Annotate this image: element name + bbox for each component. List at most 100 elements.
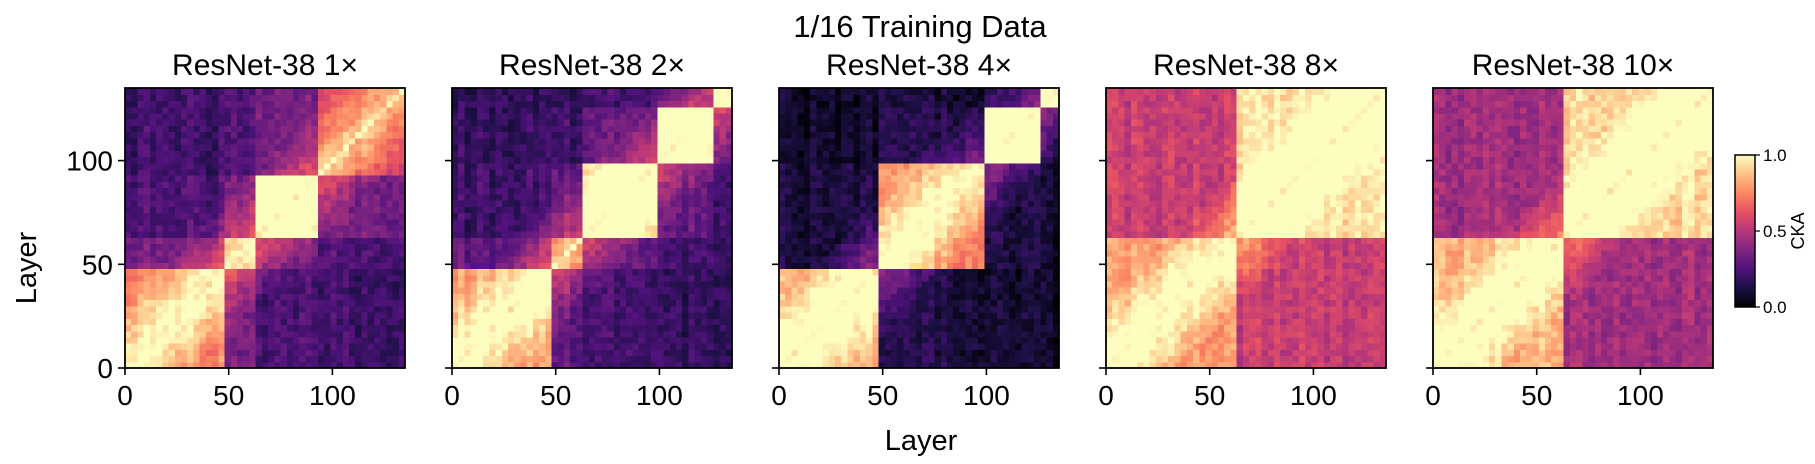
heatmap-cell bbox=[707, 119, 714, 126]
heatmap-cell bbox=[237, 156, 244, 164]
heatmap-cell bbox=[595, 355, 602, 363]
heatmap-cell bbox=[131, 287, 139, 294]
heatmap-cell bbox=[526, 181, 534, 189]
heatmap-cell bbox=[551, 144, 559, 151]
heatmap-cell bbox=[576, 361, 584, 369]
heatmap-cell bbox=[380, 212, 387, 220]
heatmap-cell bbox=[626, 268, 634, 276]
heatmap-cell bbox=[243, 156, 251, 164]
heatmap-cell bbox=[224, 343, 232, 350]
heatmap-cell bbox=[452, 280, 459, 288]
heatmap-cell bbox=[891, 88, 898, 95]
heatmap-cell bbox=[785, 137, 793, 145]
heatmap-cell bbox=[489, 88, 497, 95]
heatmap-cell bbox=[224, 224, 232, 232]
heatmap-cell bbox=[255, 361, 263, 369]
heatmap-cell bbox=[508, 112, 515, 120]
heatmap-cell bbox=[785, 287, 793, 294]
heatmap-cell bbox=[380, 181, 387, 189]
heatmap-cell bbox=[520, 324, 528, 332]
heatmap-cell bbox=[386, 299, 394, 307]
heatmap-cell bbox=[476, 100, 484, 108]
heatmap-cell bbox=[822, 287, 830, 294]
heatmap-cell bbox=[168, 212, 176, 220]
heatmap-cell bbox=[199, 181, 207, 189]
heatmap-cell bbox=[582, 224, 590, 232]
heatmap-cell bbox=[205, 106, 213, 114]
heatmap-cell bbox=[785, 318, 793, 326]
heatmap-cell bbox=[193, 224, 201, 232]
heatmap-cell bbox=[224, 274, 232, 282]
heatmap-cell bbox=[816, 330, 824, 338]
heatmap-cell bbox=[626, 131, 634, 139]
heatmap-cell bbox=[199, 256, 207, 263]
heatmap-cell bbox=[268, 181, 275, 189]
heatmap-cell bbox=[791, 162, 799, 170]
heatmap-cell bbox=[632, 175, 640, 182]
heatmap-cell bbox=[324, 355, 331, 363]
heatmap-cell bbox=[897, 318, 905, 326]
heatmap-cell bbox=[156, 156, 163, 164]
heatmap-cell bbox=[803, 112, 811, 120]
heatmap-cell bbox=[274, 299, 282, 307]
heatmap-cell bbox=[700, 274, 708, 282]
heatmap-cell bbox=[803, 88, 811, 95]
heatmap-cell bbox=[613, 268, 621, 276]
heatmap-cell bbox=[526, 218, 534, 226]
heatmap-cell bbox=[464, 343, 472, 350]
heatmap-cell bbox=[694, 262, 702, 270]
heatmap-cell bbox=[514, 343, 522, 350]
heatmap-cell bbox=[470, 256, 478, 263]
heatmap-cell bbox=[520, 125, 528, 133]
heatmap-cell bbox=[582, 274, 590, 282]
heatmap-cell bbox=[713, 343, 721, 350]
heatmap-cell bbox=[470, 268, 478, 276]
heatmap-cell bbox=[205, 119, 213, 126]
heatmap-cell bbox=[872, 280, 880, 288]
heatmap-cell bbox=[797, 274, 805, 282]
heatmap-cell bbox=[576, 168, 584, 176]
heatmap-cell bbox=[676, 349, 683, 357]
heatmap-cell bbox=[613, 249, 621, 257]
heatmap-cell bbox=[143, 88, 151, 95]
heatmap-cell bbox=[205, 88, 213, 95]
heatmap-cell bbox=[694, 268, 702, 276]
heatmap-cell bbox=[570, 343, 578, 350]
heatmap-cell bbox=[205, 181, 213, 189]
heatmap-cell bbox=[520, 162, 528, 170]
heatmap-cell bbox=[853, 280, 861, 288]
heatmap-cell bbox=[149, 231, 157, 238]
heatmap-cell bbox=[470, 168, 478, 176]
heatmap-cell bbox=[193, 256, 201, 263]
heatmap-cell bbox=[657, 224, 665, 232]
heatmap-cell bbox=[872, 262, 880, 270]
heatmap-cell bbox=[835, 280, 842, 288]
heatmap-cell bbox=[237, 94, 244, 102]
heatmap-cell bbox=[588, 324, 596, 332]
heatmap-cell bbox=[810, 336, 817, 344]
heatmap-cell bbox=[551, 274, 559, 282]
heatmap-cell bbox=[489, 206, 497, 214]
heatmap-cell bbox=[324, 212, 331, 220]
heatmap-cell bbox=[386, 274, 394, 282]
heatmap-cell bbox=[700, 156, 708, 164]
heatmap-cell bbox=[791, 361, 799, 369]
heatmap-cell bbox=[261, 200, 269, 207]
heatmap-cell bbox=[464, 112, 472, 120]
heatmap-cell bbox=[613, 144, 621, 151]
heatmap-cell bbox=[601, 156, 609, 164]
heatmap-cell bbox=[644, 106, 652, 114]
heatmap-cell bbox=[859, 131, 867, 139]
heatmap-cell bbox=[557, 125, 565, 133]
heatmap-cell bbox=[205, 131, 213, 139]
heatmap-cell bbox=[576, 106, 584, 114]
heatmap-cell bbox=[700, 168, 708, 176]
heatmap-cell bbox=[452, 231, 459, 238]
heatmap-cell bbox=[545, 112, 553, 120]
heatmap-cell bbox=[243, 144, 251, 151]
heatmap-cell bbox=[212, 336, 219, 344]
heatmap-cell bbox=[458, 125, 466, 133]
heatmap-cell bbox=[392, 305, 400, 313]
heatmap-cell bbox=[607, 224, 615, 232]
heatmap-cell bbox=[588, 218, 596, 226]
